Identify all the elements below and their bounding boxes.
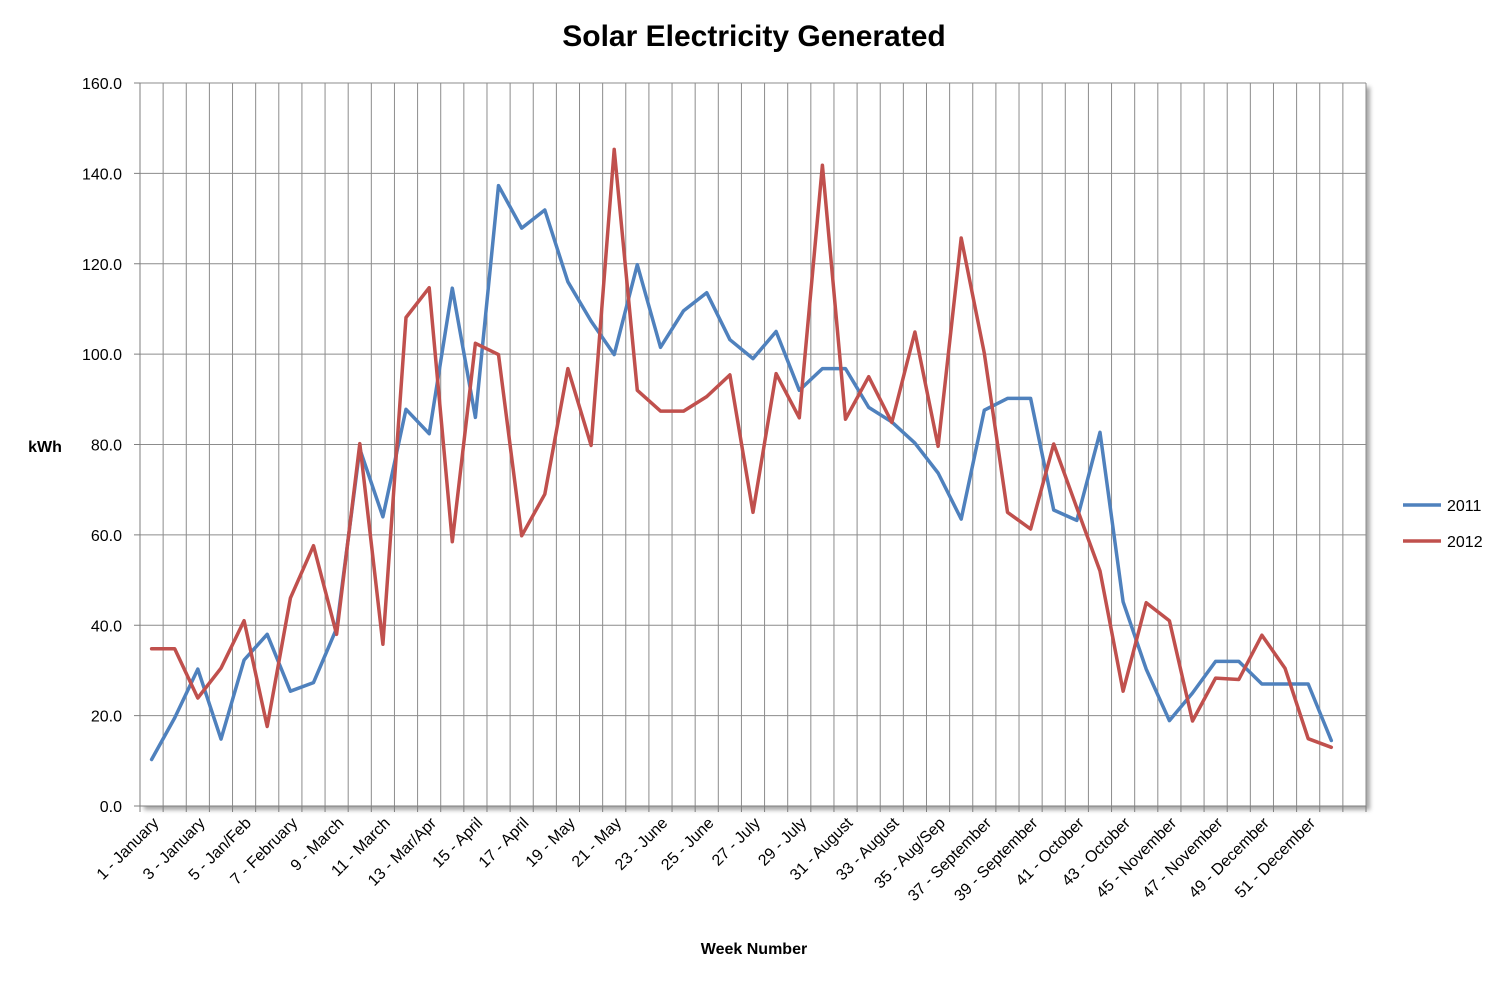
x-tick-label: 19 - May xyxy=(523,815,579,871)
y-tick-label: 140.0 xyxy=(82,166,122,183)
y-tick-label: 60.0 xyxy=(91,528,122,545)
x-tick-label: 27 - July xyxy=(709,815,764,870)
series-lines xyxy=(149,147,1334,762)
y-tick-label: 120.0 xyxy=(82,257,122,274)
y-tick-label: 0.0 xyxy=(100,799,122,816)
x-tick-label: 49 - December xyxy=(1186,814,1273,901)
y-axis: 0.0 20.0 40.0 60.0 80.0 100.0 120.0 140.0 160.0 xyxy=(82,76,141,816)
series-line-2012 xyxy=(149,147,1334,750)
y-tick-label: 80.0 xyxy=(91,438,122,455)
x-tick-label: 39 - September xyxy=(951,814,1041,904)
y-tick-label: 40.0 xyxy=(91,618,122,635)
chart-title: Solar Electricity Generated xyxy=(562,20,946,53)
x-axis-title: Week Number xyxy=(701,941,807,958)
legend: 2011 2012 xyxy=(1403,498,1483,551)
x-tick-label: 15 - April xyxy=(430,815,487,872)
y-tick-label: 160.0 xyxy=(82,76,122,93)
x-tick-label: 47 - November xyxy=(1140,814,1227,901)
y-tick-label: 20.0 xyxy=(91,709,122,726)
legend-label-2012: 2012 xyxy=(1447,534,1483,551)
y-axis-title: kWh xyxy=(28,439,62,456)
x-tick-label: 45 - November xyxy=(1093,814,1180,901)
x-tick-label: 37 - September xyxy=(905,814,995,904)
x-tick-label: 17 - April xyxy=(476,815,533,872)
y-tick-label: 100.0 xyxy=(82,347,122,364)
grid xyxy=(139,82,1367,807)
legend-label-2011: 2011 xyxy=(1447,498,1482,515)
x-tick-label: 51 - December xyxy=(1232,814,1319,901)
